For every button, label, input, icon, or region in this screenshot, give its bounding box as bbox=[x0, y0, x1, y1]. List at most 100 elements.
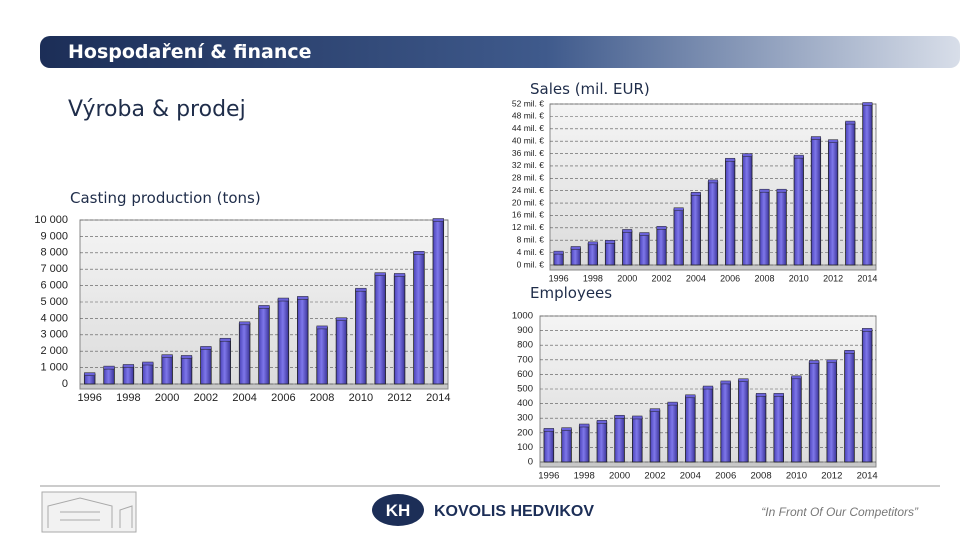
bar-top bbox=[656, 226, 667, 230]
x-tick-label: 2010 bbox=[349, 392, 373, 404]
y-tick-label: 0 bbox=[528, 457, 533, 468]
bar-top bbox=[725, 157, 736, 162]
bar bbox=[862, 103, 873, 266]
bar-top bbox=[667, 401, 678, 406]
bar-top bbox=[810, 136, 821, 140]
y-tick-label: 20 mil. € bbox=[512, 197, 544, 207]
x-tick-label: 1996 bbox=[77, 392, 101, 404]
bar-top bbox=[84, 372, 96, 376]
bar bbox=[543, 429, 555, 463]
bar bbox=[656, 227, 667, 266]
bar-top bbox=[673, 207, 684, 212]
bar bbox=[725, 159, 736, 266]
company-name: KOVOLIS HEDVIKOV bbox=[434, 503, 594, 520]
plot-floor bbox=[549, 264, 877, 271]
x-tick-label: 1996 bbox=[538, 471, 559, 482]
bar-top bbox=[142, 361, 154, 366]
x-tick-label: 2002 bbox=[644, 471, 665, 482]
bar-top bbox=[720, 380, 731, 385]
charts: Casting production (tons) 0 1 000 2 000 3 00… bbox=[34, 80, 877, 482]
bar-top bbox=[180, 355, 193, 359]
y-tick-label: 44 mil. € bbox=[512, 123, 544, 133]
bar bbox=[845, 122, 856, 266]
bar-top bbox=[773, 393, 784, 397]
bar bbox=[374, 273, 386, 385]
x-tick-label: 2012 bbox=[387, 392, 411, 404]
logo-mark: KH bbox=[386, 501, 411, 520]
bar-top bbox=[862, 328, 873, 332]
bar-top bbox=[297, 296, 309, 300]
bar-top bbox=[685, 394, 696, 399]
y-tick-label: 4 000 bbox=[40, 312, 68, 324]
bar-top bbox=[161, 354, 173, 358]
bar-top bbox=[570, 246, 581, 250]
y-tick-label: 800 bbox=[517, 340, 533, 351]
y-tick-label: 4 mil. € bbox=[517, 247, 545, 257]
bar bbox=[755, 394, 767, 463]
bar bbox=[773, 394, 784, 463]
y-tick-label: 400 bbox=[517, 398, 533, 409]
bar-top bbox=[702, 385, 714, 390]
bar-top bbox=[219, 337, 231, 342]
bar bbox=[622, 230, 633, 266]
header-title: Hospodaření & finance bbox=[68, 41, 312, 63]
motto: “In Front Of Our Competitors” bbox=[761, 505, 919, 519]
bar-top bbox=[690, 192, 701, 196]
chart-title: Sales (mil. EUR) bbox=[530, 80, 650, 98]
y-tick-label: 500 bbox=[517, 384, 533, 395]
bar-top bbox=[122, 364, 134, 368]
bar bbox=[793, 156, 804, 266]
y-tick-label: 900 bbox=[517, 325, 533, 336]
y-tick-label: 1 000 bbox=[40, 362, 68, 374]
bar bbox=[639, 233, 650, 266]
y-tick-label: 16 mil. € bbox=[512, 210, 544, 220]
bar bbox=[861, 329, 873, 463]
x-tick-label: 2000 bbox=[155, 392, 179, 404]
bar bbox=[844, 351, 855, 463]
bar-top bbox=[826, 359, 837, 364]
bar bbox=[604, 241, 616, 266]
bar bbox=[720, 382, 731, 463]
bar bbox=[219, 339, 231, 385]
bar bbox=[690, 193, 701, 266]
y-tick-label: 10 000 bbox=[34, 214, 68, 226]
x-tick-label: 2004 bbox=[686, 273, 706, 283]
y-tick-label: 1000 bbox=[512, 311, 533, 322]
bar-top bbox=[355, 287, 367, 292]
y-tick-label: 7 000 bbox=[40, 263, 68, 275]
x-tick-label: 2004 bbox=[680, 471, 701, 482]
y-tick-label: 9 000 bbox=[40, 230, 68, 242]
bar-top bbox=[808, 360, 820, 364]
bar bbox=[702, 387, 714, 463]
x-tick-label: 1996 bbox=[549, 273, 569, 283]
x-tick-label: 2010 bbox=[786, 471, 807, 482]
bar-top bbox=[622, 229, 633, 233]
bar-top bbox=[103, 365, 115, 370]
bar-top bbox=[639, 232, 650, 236]
bar-top bbox=[828, 139, 839, 143]
x-tick-label: 2008 bbox=[750, 471, 771, 482]
x-tick-label: 2008 bbox=[310, 392, 334, 404]
bar bbox=[685, 395, 696, 463]
bar bbox=[432, 219, 445, 385]
bar-top bbox=[708, 179, 718, 184]
bar bbox=[297, 297, 309, 385]
y-tick-label: 8 000 bbox=[40, 247, 68, 259]
y-tick-label: 40 mil. € bbox=[512, 135, 544, 145]
bar bbox=[776, 190, 787, 266]
plot-floor bbox=[539, 461, 877, 468]
bar-top bbox=[596, 420, 608, 424]
bar bbox=[614, 416, 625, 463]
subtitle: Výroba & prodej bbox=[68, 97, 246, 122]
logo: KH bbox=[372, 494, 424, 526]
bar bbox=[742, 154, 753, 266]
bar bbox=[122, 365, 135, 385]
y-tick-label: 6 000 bbox=[40, 280, 68, 292]
bar-top bbox=[614, 414, 625, 419]
bar bbox=[553, 252, 564, 266]
bar-top bbox=[394, 273, 406, 277]
bar bbox=[561, 428, 572, 463]
x-tick-label: 1998 bbox=[583, 273, 603, 283]
x-tick-label: 1998 bbox=[116, 392, 140, 404]
